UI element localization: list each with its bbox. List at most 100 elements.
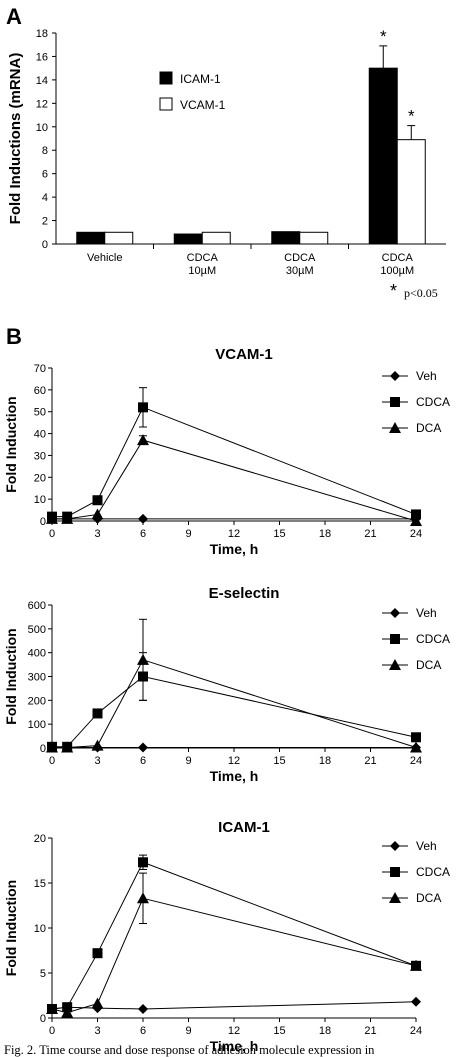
legend-label: Veh: [416, 839, 437, 853]
x-tick-label: 0: [49, 1025, 55, 1037]
panel-letter-b: B: [6, 324, 22, 349]
y-tick-label: 70: [34, 363, 46, 375]
marker-square: [138, 857, 148, 868]
bar-chart-dose-response: 0 2 4 6 8 10 12 14 16 18 Fold Inductions (mRNA) Veh…: [7, 27, 446, 301]
marker-triangle: [61, 741, 74, 753]
line-chart-vcam1: VCAM-1 0 10 20 30 40 50 60 70 0 3 6 9 12 15 18 21 24 Time,…: [3, 346, 450, 557]
line-chart-e-selectin: E-selectin 0 100 200 300 400 500 600 0 3 6 9 12 15 18 2…: [3, 585, 450, 784]
y-tick-label: 5: [40, 968, 46, 980]
marker-triangle: [410, 515, 422, 526]
y-tick-label: 8: [42, 145, 48, 157]
y-tick-label: 60: [34, 385, 46, 397]
x-tick-label: 18: [319, 755, 331, 767]
y-tick-label: 15: [34, 878, 46, 890]
marker-triangle: [61, 1006, 74, 1018]
series-line-veh: [51, 1001, 417, 1010]
marker-diamond: [411, 996, 421, 1007]
marker-square: [411, 732, 421, 743]
y-tick-label: 16: [36, 51, 48, 63]
x-tick-label: 24: [410, 528, 422, 540]
legend-label: CDCA: [416, 395, 450, 409]
y-tick-label: 10: [34, 494, 46, 506]
marker-square: [92, 708, 103, 719]
legend-label: CDCA: [416, 632, 450, 646]
y-tick-label: 20: [34, 833, 46, 845]
series-line-dca: [51, 897, 417, 1014]
y-tick-label: 12: [36, 98, 48, 110]
chart-title: E-selectin: [209, 585, 280, 602]
y-axis-title: Fold Induction: [3, 628, 19, 724]
x-tick-label: 3: [94, 528, 100, 540]
x-tick-label: 12: [228, 1025, 240, 1037]
marker-triangle: [61, 512, 74, 524]
marker-triangle: [137, 892, 149, 904]
legend-label: ICAM-1: [180, 72, 221, 86]
x-tick-label: 18: [319, 1025, 331, 1037]
x-tick-label: 21: [364, 528, 376, 540]
bar-vcam-1: [299, 231, 329, 245]
x-tick-label: CDCA: [382, 252, 414, 264]
marker-diamond: [390, 841, 400, 851]
marker-square: [92, 495, 103, 506]
legend-label: DCA: [416, 421, 441, 435]
y-axis-title: Fold Inductions (mRNA): [7, 53, 24, 225]
x-tick-label-dose: 10µM: [188, 265, 216, 277]
x-tick-label: 15: [273, 755, 285, 767]
footnote-star: *: [390, 281, 397, 301]
marker-triangle: [137, 434, 149, 446]
y-tick-label: 0: [40, 516, 46, 528]
x-tick-label-dose: 100µM: [380, 265, 414, 277]
x-axis-title: Time, h: [210, 1038, 259, 1054]
y-tick-label: 40: [34, 429, 46, 441]
series-line-cdca: [52, 675, 417, 748]
x-tick-label: 6: [140, 755, 146, 767]
y-tick-label: 600: [28, 600, 46, 612]
marker-diamond: [390, 371, 400, 381]
x-tick-label: 9: [185, 528, 191, 540]
bar-icam-1: [173, 233, 203, 245]
marker-diamond: [138, 513, 148, 524]
y-tick-label: 4: [42, 192, 48, 204]
panel-letter-a: A: [6, 4, 22, 29]
significance-star: *: [380, 27, 387, 46]
marker-square: [411, 509, 421, 520]
x-tick-label: 12: [228, 755, 240, 767]
bar-vcam-1: [104, 231, 134, 245]
legend-label: Veh: [416, 369, 437, 383]
x-tick-label-dose: 30µM: [286, 265, 314, 277]
y-tick-label: 50: [34, 407, 46, 419]
y-tick-label: 20: [34, 472, 46, 484]
footnote-text: p<0.05: [404, 286, 438, 300]
marker-square: [390, 867, 400, 877]
legend-label: DCA: [416, 891, 441, 905]
x-tick-label: 9: [185, 1025, 191, 1037]
x-tick-label: CDCA: [187, 252, 219, 264]
x-tick-label: 21: [364, 755, 376, 767]
x-tick-label: Vehicle: [87, 252, 122, 264]
x-tick-label: 3: [94, 755, 100, 767]
y-tick-label: 400: [28, 648, 46, 660]
marker-triangle: [46, 741, 58, 753]
figure-caption: Fig. 2. Time course and dose response of…: [4, 1043, 375, 1057]
y-tick-label: 18: [36, 28, 48, 40]
marker-triangle: [46, 512, 58, 524]
x-tick-label: 3: [94, 1025, 100, 1037]
marker-square: [390, 634, 400, 644]
line-chart-icam1: ICAM-1 0 5 10 15 20 0 3 6 9 12 15 18 21 24 Time, h Fold …: [3, 819, 450, 1054]
marker-triangle: [389, 659, 401, 670]
marker-diamond: [138, 742, 148, 753]
legend-label: Veh: [416, 606, 437, 620]
y-tick-label: 100: [28, 719, 46, 731]
marker-triangle: [46, 1003, 58, 1014]
marker-diamond: [390, 608, 400, 618]
series-line-dca: [52, 659, 417, 749]
bar-icam-1: [368, 67, 398, 245]
series-line-cdca: [51, 861, 417, 1010]
x-tick-label: 0: [49, 528, 55, 540]
marker-triangle: [389, 422, 401, 433]
marker-triangle: [389, 892, 401, 903]
marker-square: [390, 397, 400, 407]
legend-label: DCA: [416, 658, 441, 672]
y-tick-label: 14: [36, 75, 48, 87]
